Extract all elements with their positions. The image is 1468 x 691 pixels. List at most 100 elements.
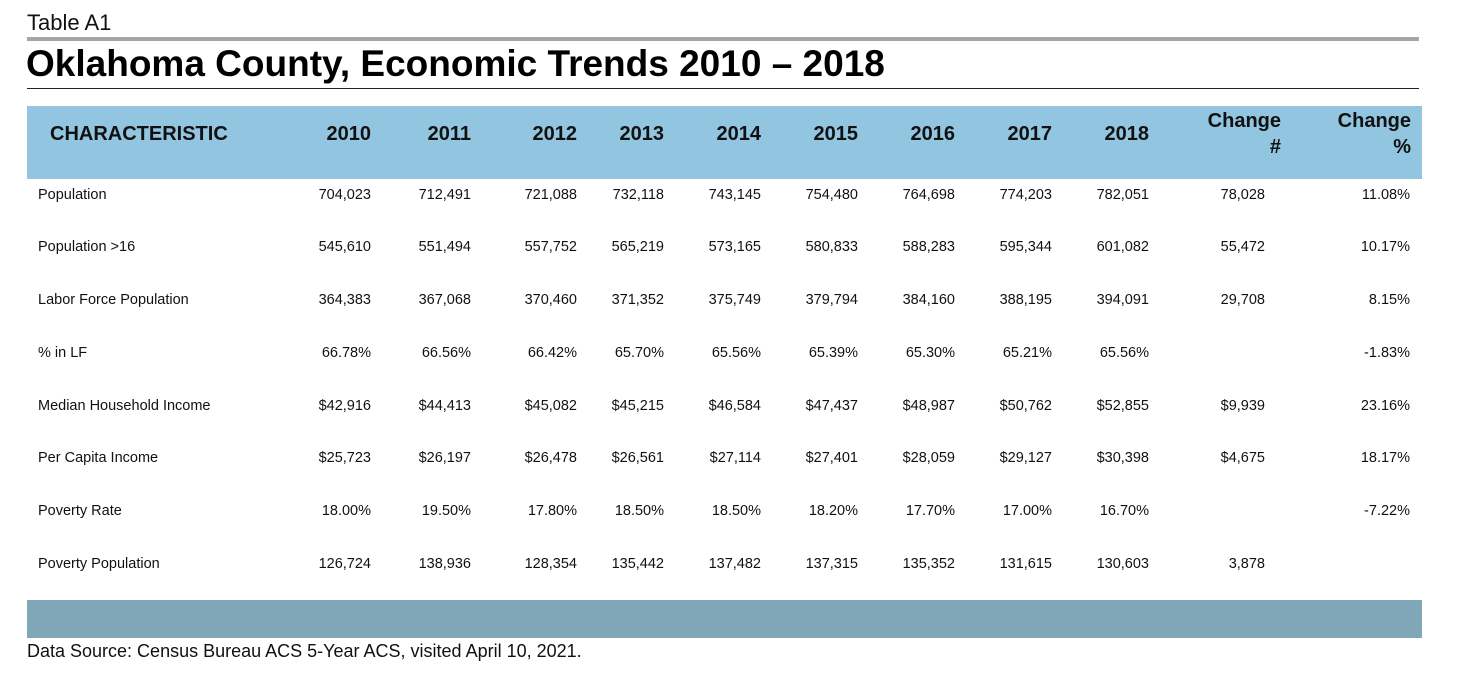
- table-header: CHARACTERISTIC 2010 2011 2012 2013 2014 …: [27, 106, 1422, 179]
- cell-2011: 712,491: [418, 187, 471, 203]
- cell-2016: 17.70%: [905, 503, 955, 519]
- cell-2010: $42,916: [318, 398, 371, 414]
- header-year-2012: 2012: [532, 123, 578, 145]
- cell-2014: 573,165: [708, 239, 761, 255]
- cell-change-percent: 10.17%: [1360, 239, 1410, 255]
- cell-2012: 128,354: [524, 556, 577, 572]
- cell-change-percent: 11.08%: [1361, 187, 1410, 203]
- cell-2016: 135,352: [902, 556, 955, 572]
- cell-change-number: 55,472: [1220, 239, 1265, 255]
- cell-2015: 754,480: [805, 187, 858, 203]
- header-change-number-line2: #: [1269, 136, 1281, 158]
- cell-2016: 65.30%: [905, 345, 955, 361]
- table-row: Labor Force Population 364,383 367,068 370,…: [27, 290, 1422, 343]
- cell-2010: 364,383: [318, 292, 371, 308]
- row-label-poverty-population: Poverty Population: [38, 556, 160, 572]
- table-row: Population >16 545,610 551,494 557,752 565,2…: [27, 237, 1422, 290]
- cell-2017: 388,195: [999, 292, 1052, 308]
- row-label-in-lf: % in LF: [38, 345, 88, 361]
- row-label-per-capita-income: Per Capita Income: [38, 450, 159, 466]
- cell-change-percent: 8.15%: [1368, 292, 1410, 308]
- cell-2017: 65.21%: [1002, 345, 1052, 361]
- cell-2010: 66.78%: [321, 345, 371, 361]
- cell-2011: $26,197: [418, 450, 471, 466]
- cell-2018: $30,398: [1096, 450, 1149, 466]
- cell-2017: 17.00%: [1002, 503, 1052, 519]
- cell-change-percent: 23.16%: [1360, 398, 1410, 414]
- cell-2013: 732,118: [612, 187, 664, 203]
- cell-2014: 375,749: [708, 292, 761, 308]
- cell-change-percent: 18.17%: [1360, 450, 1410, 466]
- row-label-labor-force-population: Labor Force Population: [38, 292, 189, 308]
- row-label-population-16: Population >16: [38, 239, 136, 255]
- cell-2018: 65.56%: [1099, 345, 1149, 361]
- cell-2010: $25,723: [318, 450, 371, 466]
- cell-2017: $29,127: [999, 450, 1052, 466]
- header-year-2010: 2010: [326, 123, 372, 145]
- cell-2012: 66.42%: [527, 345, 577, 361]
- header-characteristic: CHARACTERISTIC: [50, 123, 228, 145]
- cell-2017: 595,344: [999, 239, 1052, 255]
- header-year-2014: 2014: [716, 123, 762, 145]
- cell-2018: 394,091: [1096, 292, 1149, 308]
- cell-change-number: 3,878: [1228, 556, 1265, 572]
- cell-2017: 131,615: [999, 556, 1052, 572]
- cell-2012: 17.80%: [527, 503, 577, 519]
- cell-2010: 704,023: [318, 187, 371, 203]
- cell-2015: $27,401: [805, 450, 858, 466]
- cell-2014: 18.50%: [711, 503, 761, 519]
- cell-2011: 66.56%: [421, 345, 471, 361]
- cell-2015: 580,833: [805, 239, 858, 255]
- table-row: Poverty Rate 18.00% 19.50% 17.80% 18.50% 18.5…: [27, 501, 1422, 554]
- cell-2010: 545,610: [318, 239, 371, 255]
- cell-2016: 384,160: [902, 292, 955, 308]
- header-year-2015: 2015: [813, 123, 859, 145]
- cell-2018: 130,603: [1096, 556, 1149, 572]
- cell-2011: 19.50%: [421, 503, 471, 519]
- cell-change-percent: -7.22%: [1364, 503, 1410, 519]
- cell-2015: $47,437: [805, 398, 858, 414]
- cell-2012: 557,752: [524, 239, 577, 255]
- cell-2011: 551,494: [418, 239, 471, 255]
- cell-2017: $50,762: [999, 398, 1052, 414]
- cell-2013: 65.70%: [614, 345, 664, 361]
- table-row: Per Capita Income $25,723 $26,197 $26,478 $2…: [27, 448, 1422, 501]
- cell-2018: $52,855: [1096, 398, 1149, 414]
- cell-2016: $28,059: [902, 450, 955, 466]
- header-year-2011: 2011: [427, 123, 471, 145]
- cell-2014: 743,145: [708, 187, 761, 203]
- cell-2015: 137,315: [805, 556, 858, 572]
- cell-2013: 135,442: [611, 556, 664, 572]
- cell-2013: 565,219: [611, 239, 664, 255]
- header-change-number: Change #: [1167, 108, 1281, 160]
- cell-change-percent: -1.83%: [1364, 345, 1410, 361]
- cell-2014: $46,584: [708, 398, 761, 414]
- table-row: Median Household Income $42,916 $44,413 $45…: [27, 396, 1422, 449]
- cell-2012: $26,478: [524, 450, 577, 466]
- cell-2011: 138,936: [418, 556, 471, 572]
- cell-change-number: 29,708: [1220, 292, 1265, 308]
- header-year-2013: 2013: [619, 123, 665, 145]
- cell-2010: 126,724: [318, 556, 371, 572]
- cell-2010: 18.00%: [321, 503, 371, 519]
- cell-2016: 764,698: [902, 187, 955, 203]
- table-row: Population 704,023 712,491 721,088 732,118 74…: [27, 185, 1422, 238]
- cell-2013: 18.50%: [614, 503, 664, 519]
- cell-2017: 774,203: [999, 187, 1052, 203]
- data-source-note: Data Source: Census Bureau ACS 5-Year AC…: [27, 641, 582, 661]
- table-title: Oklahoma County, Economic Trends 2010 – …: [26, 43, 885, 84]
- cell-2015: 18.20%: [808, 503, 858, 519]
- header-year-2016: 2016: [910, 123, 956, 145]
- table-row: Poverty Population 126,724 138,936 128,354 1…: [27, 554, 1422, 607]
- cell-change-number: $9,939: [1220, 398, 1265, 414]
- cell-change-number: 78,028: [1220, 187, 1265, 203]
- header-change-percent-line2: %: [1393, 136, 1411, 158]
- header-year-2017: 2017: [1007, 123, 1053, 145]
- cell-2012: 721,088: [524, 187, 577, 203]
- row-label-poverty-rate: Poverty Rate: [38, 503, 122, 519]
- table-footer-band: [27, 600, 1422, 638]
- cell-2013: 371,352: [611, 292, 664, 308]
- title-bottom-rule: [27, 88, 1419, 89]
- cell-2016: $48,987: [902, 398, 955, 414]
- row-label-population: Population: [38, 187, 107, 203]
